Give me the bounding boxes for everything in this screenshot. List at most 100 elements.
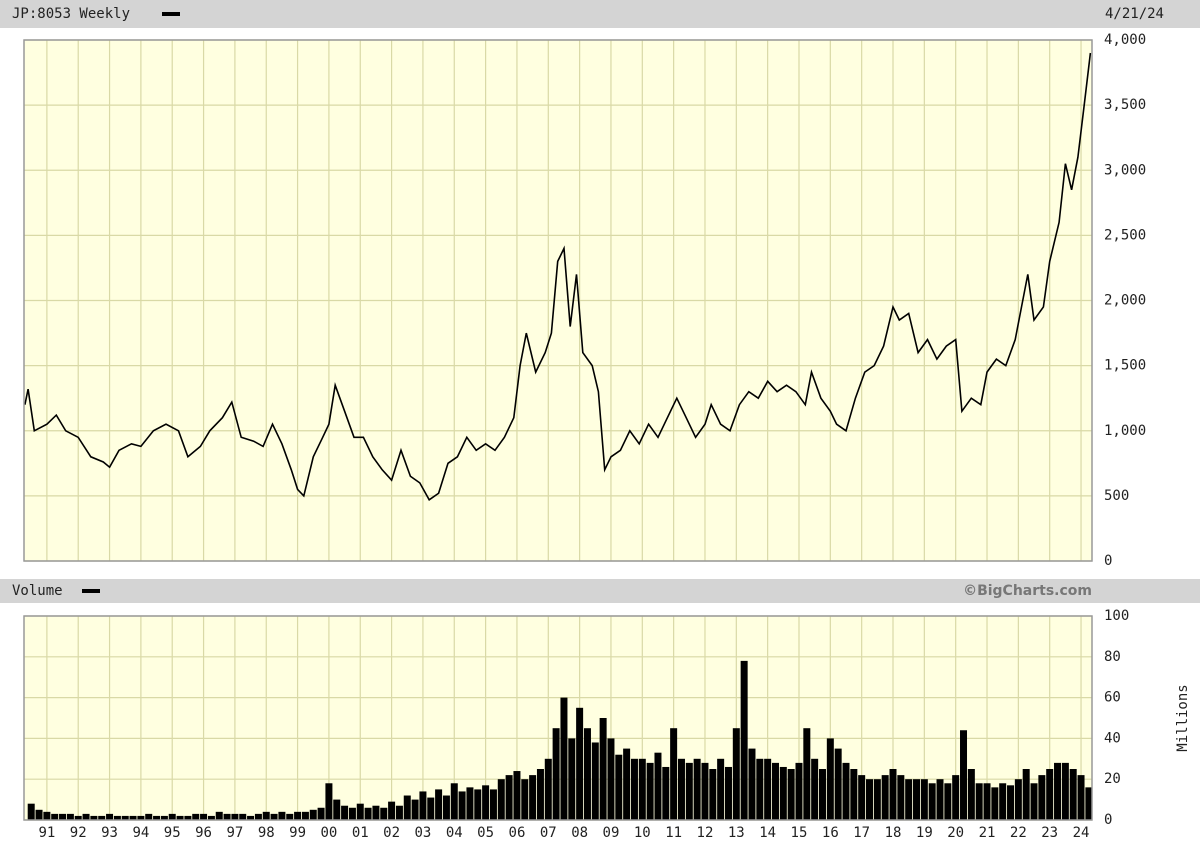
x-tick-label: 20 <box>947 825 964 841</box>
x-tick-label: 10 <box>634 825 651 841</box>
volume-bar <box>662 766 670 820</box>
plot-border <box>23 39 1093 562</box>
y-tick-label: 3,000 <box>1104 162 1146 178</box>
volume-bar <box>98 815 106 820</box>
x-tick-label: 07 <box>540 825 557 841</box>
x-tick-label: 91 <box>38 825 55 841</box>
x-tick-label: 11 <box>665 825 682 841</box>
legend-marker <box>82 589 100 593</box>
volume-bar <box>27 803 35 820</box>
volume-bar <box>999 783 1007 820</box>
volume-bar <box>294 811 302 820</box>
x-tick-label: 18 <box>885 825 902 841</box>
volume-bar <box>717 758 725 820</box>
volume-bar <box>1069 769 1077 820</box>
x-tick-label: 19 <box>916 825 933 841</box>
volume-bar <box>677 758 685 820</box>
x-tick-label: 04 <box>446 825 463 841</box>
volume-bar <box>920 779 928 820</box>
volume-bar <box>905 779 913 820</box>
volume-bar <box>301 811 309 820</box>
x-tick-label: 01 <box>352 825 369 841</box>
volume-bar <box>701 762 709 820</box>
y-tick-label: 80 <box>1104 649 1121 665</box>
volume-bar <box>936 779 944 820</box>
volume-bar <box>411 799 419 820</box>
x-tick-label: 06 <box>509 825 526 841</box>
volume-bar <box>897 775 905 820</box>
volume-bar <box>764 758 772 820</box>
volume-bar <box>1014 779 1022 820</box>
volume-bar <box>615 754 623 820</box>
volume-bar <box>388 801 396 820</box>
y-tick-label: 1,000 <box>1104 423 1146 439</box>
x-tick-label: 02 <box>383 825 400 841</box>
y-tick-label: 20 <box>1104 771 1121 787</box>
x-tick-label: 00 <box>320 825 337 841</box>
y-tick-label: 0 <box>1104 553 1112 569</box>
y-tick-label: 2,000 <box>1104 293 1146 309</box>
volume-bar <box>952 775 960 820</box>
volume-bar <box>1061 762 1069 820</box>
volume-bar <box>638 758 646 820</box>
volume-bar <box>685 762 693 820</box>
x-tick-label: 23 <box>1041 825 1058 841</box>
plot-border <box>23 615 1093 821</box>
volume-bar <box>646 762 654 820</box>
volume-bar <box>442 795 450 820</box>
source: ©BigCharts.com <box>963 583 1092 599</box>
volume-bar <box>215 811 223 820</box>
y-tick-label: 4,000 <box>1104 32 1146 48</box>
volume-bar <box>693 758 701 820</box>
volume-bar <box>850 769 858 820</box>
volume-bar <box>1030 783 1038 820</box>
y-axis-label: Millions <box>1175 684 1191 751</box>
volume-bar <box>583 728 591 820</box>
x-tick-label: 21 <box>979 825 996 841</box>
volume-bar <box>364 807 372 820</box>
volume-bar <box>529 775 537 820</box>
volume-bar <box>247 815 255 820</box>
price-line <box>24 52 1092 501</box>
volume-bar <box>207 815 215 820</box>
volume-bar <box>771 762 779 820</box>
x-tick-label: 16 <box>822 825 839 841</box>
volume-bar <box>200 813 208 820</box>
y-tick-label: 60 <box>1104 690 1121 706</box>
volume-bar <box>795 762 803 820</box>
volume-bar <box>709 769 717 820</box>
x-tick-label: 24 <box>1073 825 1090 841</box>
volume-bar <box>482 785 490 820</box>
x-tick-label: 95 <box>164 825 181 841</box>
volume-bar <box>866 779 873 820</box>
volume-bar <box>160 815 168 820</box>
volume-bar <box>599 718 607 820</box>
volume-bar <box>466 787 474 820</box>
x-tick-label: 94 <box>132 825 149 841</box>
y-tick-label: 500 <box>1104 488 1129 504</box>
volume-bar <box>474 789 482 820</box>
header-bar <box>0 0 1200 28</box>
volume-bar <box>991 787 999 820</box>
volume-bar <box>403 795 411 820</box>
volume-bar <box>1085 787 1093 820</box>
volume-bar <box>889 769 897 820</box>
volume-bar <box>724 766 732 820</box>
volume-bar <box>1054 762 1062 820</box>
x-tick-label: 08 <box>571 825 588 841</box>
x-tick-label: 92 <box>70 825 87 841</box>
y-tick-label: 100 <box>1104 608 1129 624</box>
volume-title: Volume <box>12 583 63 599</box>
volume-bar <box>740 660 748 820</box>
x-tick-label: 22 <box>1010 825 1027 841</box>
volume-bar <box>560 697 568 820</box>
y-tick-label: 40 <box>1104 730 1121 746</box>
volume-bar <box>913 779 921 820</box>
chart-title: JP:8053 Weekly <box>12 6 130 22</box>
volume-bar <box>670 728 678 820</box>
volume-bar <box>435 789 443 820</box>
volume-bar <box>129 815 137 820</box>
volume-bar <box>341 805 349 820</box>
volume-bar <box>826 738 834 820</box>
